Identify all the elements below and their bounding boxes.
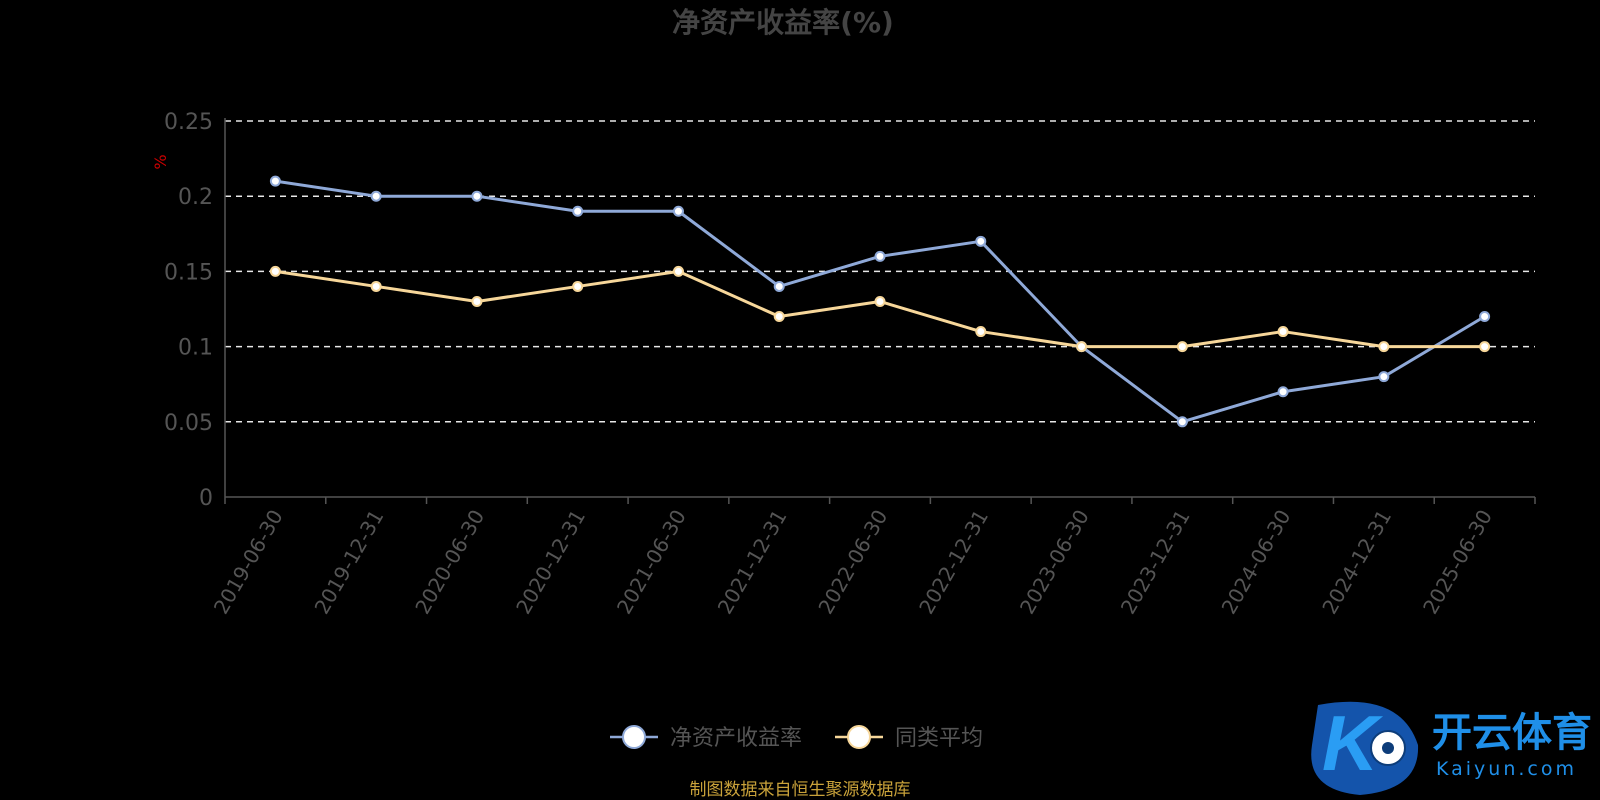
y-axis-label: % xyxy=(151,154,170,169)
y-tick-label: 0.25 xyxy=(164,110,213,135)
x-tick-label: 2020-06-30 xyxy=(410,506,489,619)
chart-title: 净资产收益率(%) xyxy=(672,6,894,39)
series-lines xyxy=(269,175,1491,428)
legend-item-peer-average[interactable]: 同类平均 xyxy=(835,725,983,751)
data-point-series-0[interactable] xyxy=(1176,416,1188,428)
watermark-site: Kaiyun.com xyxy=(1436,758,1577,780)
y-tick-label: 0.2 xyxy=(178,185,213,210)
x-tick-label: 2023-12-31 xyxy=(1116,506,1195,619)
x-tick-label: 2024-06-30 xyxy=(1217,506,1296,619)
y-tick-labels: 0 0.05 0.1 0.15 0.2 0.25 xyxy=(164,110,213,511)
x-tick-label: 2022-06-30 xyxy=(813,506,892,619)
legend-label-peer-average: 同类平均 xyxy=(895,726,983,751)
data-point-series-1[interactable] xyxy=(874,295,886,307)
data-point-series-0[interactable] xyxy=(370,190,382,202)
data-point-series-0[interactable] xyxy=(874,250,886,262)
data-source-note: 制图数据来自恒生聚源数据库 xyxy=(690,780,911,800)
data-point-series-1[interactable] xyxy=(269,265,281,277)
data-point-series-1[interactable] xyxy=(370,280,382,292)
soccer-ball-patch-icon xyxy=(1382,742,1394,754)
data-point-series-1[interactable] xyxy=(1076,341,1088,353)
legend-item-roe[interactable]: 净资产收益率 xyxy=(610,725,802,751)
data-point-series-0[interactable] xyxy=(269,175,281,187)
x-tick-label: 2023-06-30 xyxy=(1015,506,1094,619)
data-point-series-1[interactable] xyxy=(1378,341,1390,353)
y-tick-label: 0.1 xyxy=(178,336,213,361)
logo-swoosh-shape xyxy=(1311,701,1419,795)
data-point-series-0[interactable] xyxy=(672,205,684,217)
data-point-series-1[interactable] xyxy=(672,265,684,277)
data-point-series-0[interactable] xyxy=(1277,386,1289,398)
data-point-series-1[interactable] xyxy=(975,326,987,338)
x-tick-label: 2021-06-30 xyxy=(612,506,691,619)
x-tick-label: 2019-06-30 xyxy=(209,506,288,619)
watermark-brand: 开云体育 xyxy=(1432,710,1592,756)
legend-swatch-roe-marker xyxy=(622,725,646,749)
x-tick-label: 2022-12-31 xyxy=(914,506,993,619)
y-tick-label: 0.15 xyxy=(164,260,213,285)
legend[interactable]: 净资产收益率 同类平均 xyxy=(610,725,983,751)
x-tick-label: 2019-12-31 xyxy=(310,506,389,619)
x-tick-label: 2025-06-30 xyxy=(1418,506,1497,619)
data-point-series-0[interactable] xyxy=(773,280,785,292)
watermark-logo: K 开云体育 Kaiyun.com xyxy=(1311,699,1592,795)
data-point-series-1[interactable] xyxy=(773,311,785,323)
data-point-series-0[interactable] xyxy=(572,205,584,217)
data-point-series-1[interactable] xyxy=(1277,326,1289,338)
data-point-series-0[interactable] xyxy=(1378,371,1390,383)
data-point-series-0[interactable] xyxy=(1479,311,1491,323)
x-tick-labels: 2019-06-30 2019-12-31 2020-06-30 2020-12-31… xyxy=(209,506,1497,619)
legend-swatch-peer-marker xyxy=(847,725,871,749)
x-tick-label: 2020-12-31 xyxy=(511,506,590,619)
series-line-1 xyxy=(275,269,1485,349)
legend-label-roe: 净资产收益率 xyxy=(670,726,802,751)
x-tick-label: 2021-12-31 xyxy=(713,506,792,619)
data-point-series-0[interactable] xyxy=(975,235,987,247)
data-point-series-1[interactable] xyxy=(1479,341,1491,353)
axes xyxy=(224,118,1536,504)
y-tick-label: 0 xyxy=(199,486,213,511)
data-point-series-0[interactable] xyxy=(471,190,483,202)
data-point-series-1[interactable] xyxy=(572,280,584,292)
y-tick-label: 0.05 xyxy=(164,411,213,436)
grid-lines xyxy=(225,120,1535,423)
data-point-series-1[interactable] xyxy=(1176,341,1188,353)
x-tick-label: 2024-12-31 xyxy=(1317,506,1396,619)
data-point-series-1[interactable] xyxy=(471,295,483,307)
